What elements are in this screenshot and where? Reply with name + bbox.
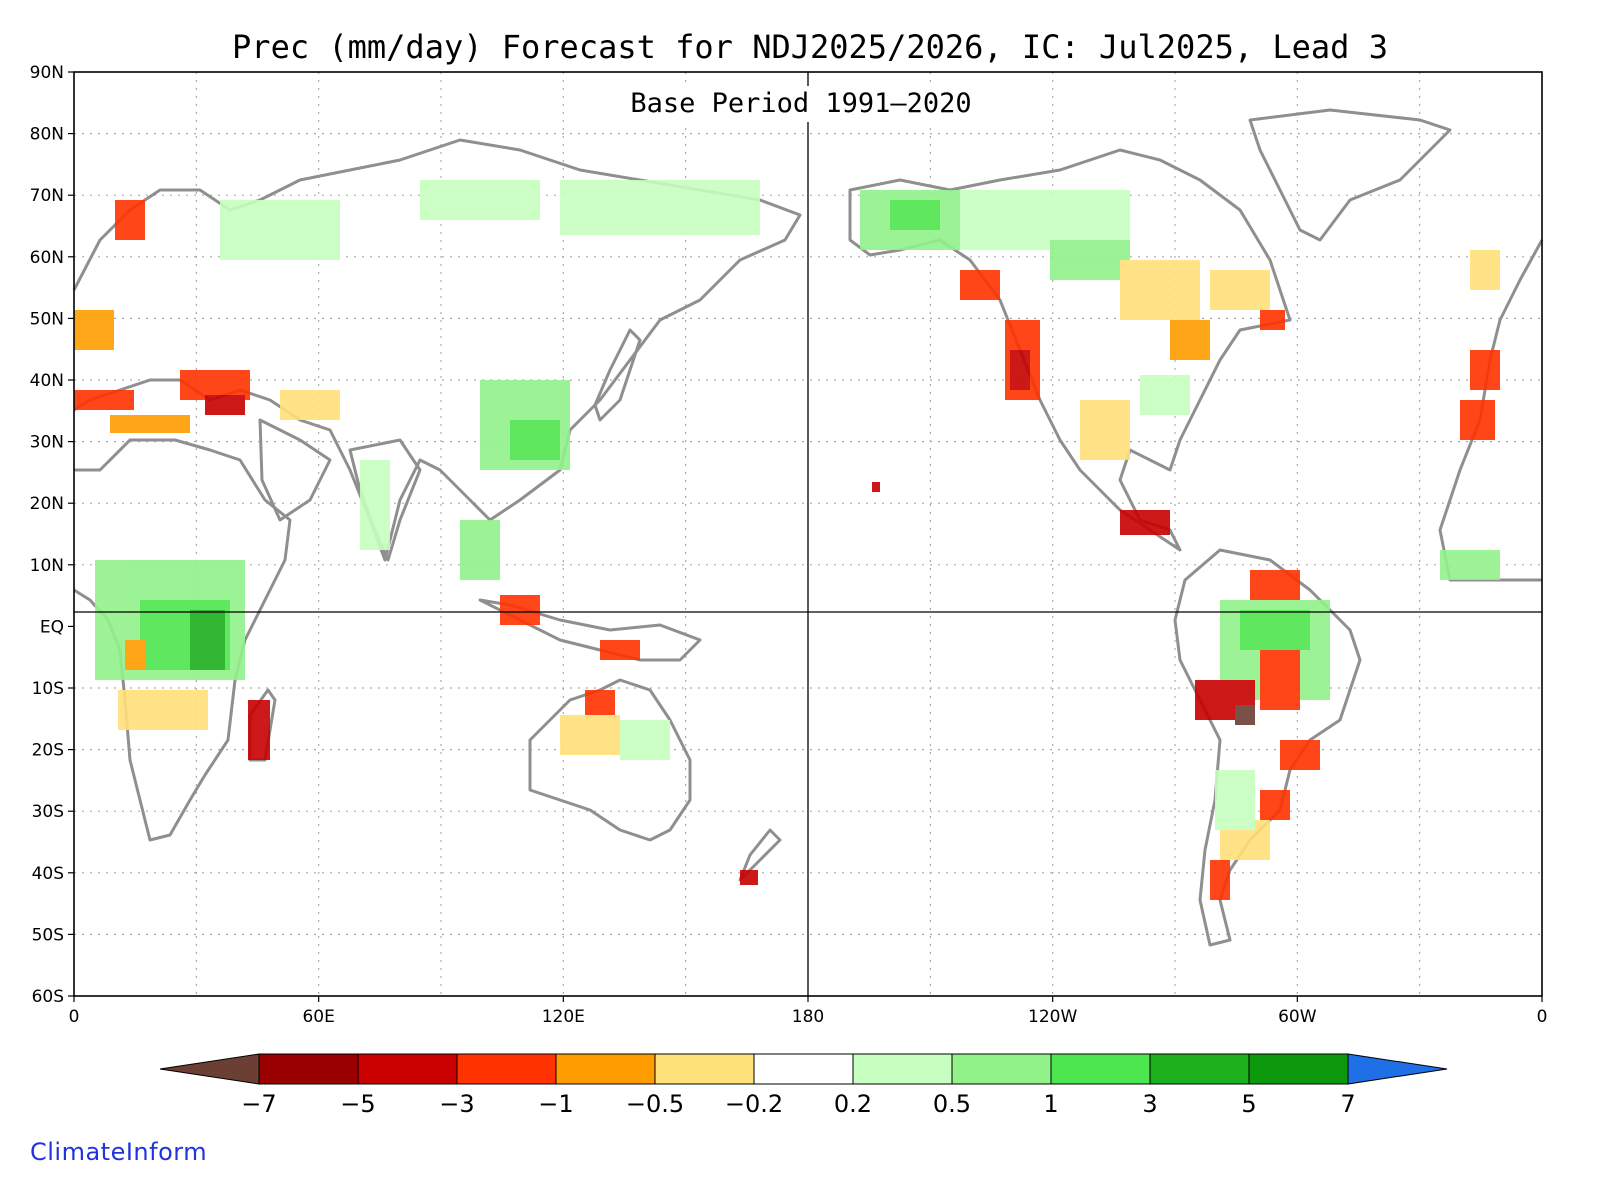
colorbar-label: 3 <box>1142 1090 1157 1118</box>
lat-tick-label: 30N <box>30 433 64 453</box>
indonesia-outline <box>478 598 702 662</box>
lat-tick-label: 20S <box>32 741 64 761</box>
lat-tick-label: 10S <box>32 679 64 699</box>
dry-anomaly-mediterranean <box>74 390 134 410</box>
dry-anomaly-central-america <box>1120 510 1170 535</box>
lat-tick-label: 10N <box>30 556 64 576</box>
colorbar-label: −0.5 <box>626 1090 684 1118</box>
precip-anomaly-shading <box>74 180 1500 900</box>
dry-anomaly-madagascar <box>248 700 270 760</box>
colorbar-cell <box>852 1053 953 1085</box>
lat-tick-label: 80N <box>30 125 64 145</box>
colorbar-cell <box>654 1053 755 1085</box>
colorbar-cell <box>456 1053 557 1085</box>
lon-tick-label: 60W <box>1278 1007 1317 1027</box>
colorbar-label: −0.2 <box>725 1090 783 1118</box>
japan-outline <box>593 328 642 422</box>
lat-tick-label: 60S <box>32 987 64 1007</box>
lon-tick-label: 0 <box>69 1007 80 1027</box>
map-title: Prec (mm/day) Forecast for NDJ2025/2026,… <box>232 28 1388 66</box>
dry-anomaly-southern-africa <box>118 690 208 730</box>
colorbar-label: 0.2 <box>834 1090 872 1118</box>
lon-tick-label: 180 <box>792 1007 824 1027</box>
colorbar-cell <box>258 1053 359 1085</box>
lon-tick-label: 120W <box>1028 1007 1077 1027</box>
lat-tick-label: 50N <box>30 309 64 329</box>
colorbar-label: −5 <box>340 1090 375 1118</box>
lon-tick-label: 0 <box>1537 1007 1548 1027</box>
colorbar-label: −3 <box>439 1090 474 1118</box>
colorbar: −7 −5 −3 −1 −0.5 −0.2 0.2 0.5 1 3 5 7 <box>159 1053 1448 1118</box>
lon-tick-label: 120E <box>542 1007 585 1027</box>
new-zealand-outline <box>738 828 782 882</box>
greenland-outline <box>1248 108 1452 242</box>
lat-tick-label: 30S <box>32 802 64 822</box>
colorbar-cell <box>555 1053 656 1085</box>
lat-tick-label: 40S <box>32 864 64 884</box>
colorbar-low-triangle <box>159 1053 260 1085</box>
eurasia-outline <box>72 138 802 562</box>
lat-tick-label: 70N <box>30 186 64 206</box>
lat-tick-label: 20N <box>30 494 64 514</box>
wet-anomaly-siberia <box>220 200 340 260</box>
lat-tick-label: 90N <box>30 63 64 83</box>
lat-tick-label: 50S <box>32 925 64 945</box>
latitude-labels: 90N 80N 70N 60N 50N 40N 30N 20N 10N EQ 10S 20S 30S 40… <box>30 63 74 1007</box>
lat-tick-label: 40N <box>30 371 64 391</box>
lat-tick-label: EQ <box>40 617 64 637</box>
colorbar-cell <box>357 1053 458 1085</box>
colorbar-cell <box>951 1053 1052 1085</box>
colorbar-label: 1 <box>1043 1090 1058 1118</box>
longitude-labels: 0 60E 120E 180 120W 60W 0 <box>69 996 1548 1027</box>
map-panel: Base Period 1991–2020 90N 80N 70N 60N 50N 40N… <box>30 63 1548 1027</box>
credit-label: ClimateInform <box>30 1138 208 1166</box>
colorbar-cell <box>1248 1053 1349 1085</box>
colorbar-cell <box>1050 1053 1151 1085</box>
colorbar-label: 0.5 <box>933 1090 971 1118</box>
australia-outline <box>528 678 692 842</box>
colorbar-label: 7 <box>1340 1090 1355 1118</box>
colorbar-label: −1 <box>538 1090 573 1118</box>
colorbar-high-triangle <box>1347 1053 1448 1085</box>
colorbar-cell <box>1149 1053 1250 1085</box>
colorbar-cell <box>753 1053 854 1085</box>
lat-tick-label: 60N <box>30 248 64 268</box>
base-period-label: Base Period 1991–2020 <box>630 88 971 119</box>
colorbar-label: 5 <box>1241 1090 1256 1118</box>
lon-tick-label: 60E <box>302 1007 334 1027</box>
colorbar-label: −7 <box>241 1090 276 1118</box>
arabia-outline <box>258 418 332 522</box>
